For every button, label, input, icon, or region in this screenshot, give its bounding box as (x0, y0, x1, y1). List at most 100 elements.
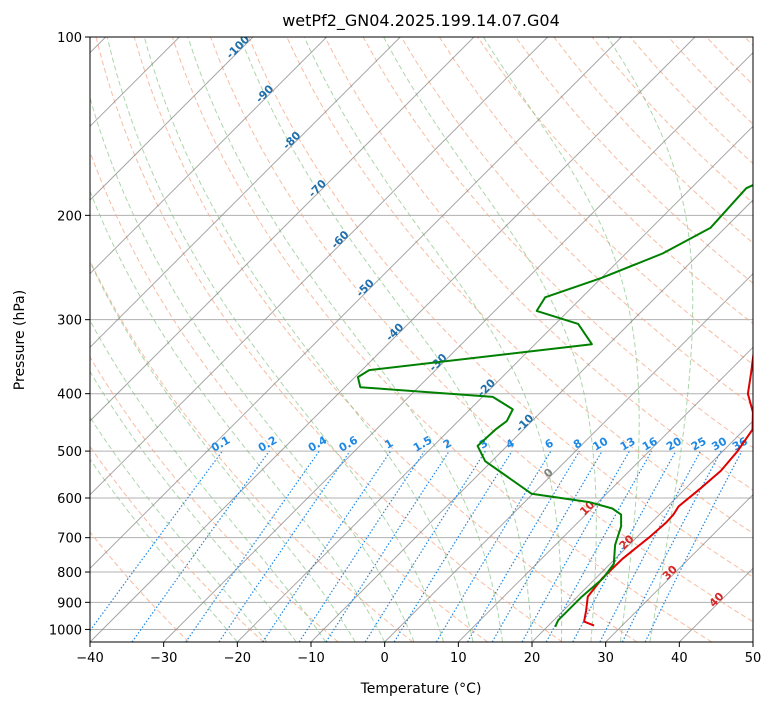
y-axis-ticks: 100 200 300 400 500 600 700 800 900 1000 (49, 31, 90, 638)
dry-adiabat (591, 37, 753, 204)
dry-adiabat (171, 37, 712, 642)
dry-adiabat (515, 37, 753, 284)
x-tick-label: −30 (150, 651, 177, 666)
y-tick-label: 300 (57, 314, 82, 329)
isotherm (90, 37, 328, 275)
chart-title: wetPf2_GN04.2025.199.14.07.G04 (282, 11, 560, 31)
mixing-ratio-line (599, 450, 702, 642)
isotherm (605, 493, 753, 642)
moist-adiabat (143, 37, 474, 642)
y-tick-label: 900 (57, 596, 82, 611)
x-axis-ticks: −40 −30 −20 −10 0 10 20 30 40 50 (76, 642, 761, 666)
mixing-ratio-label: 4 (504, 436, 517, 451)
x-tick-label: 10 (450, 651, 467, 666)
dry-adiabat (95, 37, 563, 642)
mixing-ratio-label: 1 (382, 437, 395, 452)
moist-adiabat (90, 416, 268, 642)
dry-adiabat (133, 37, 638, 642)
y-tick-label: 800 (57, 566, 82, 581)
x-tick-label: 30 (597, 651, 614, 666)
isotherm (531, 420, 753, 642)
dry-adiabats (90, 37, 753, 642)
mixing-ratio-line (90, 450, 223, 632)
isotherm-label: -10 (513, 411, 536, 434)
mixing-ratio-line (298, 450, 425, 642)
dry-adiabat (90, 259, 414, 642)
moist-adiabat (90, 458, 238, 642)
isopleth-labels: 0.1 0.2 0.4 0.6 1 1.5 2 3 4 6 8 10 13 16 20 25 30 36-100-… (209, 37, 750, 610)
isotherm (90, 37, 549, 496)
moist-adiabat (482, 37, 640, 642)
moist-adiabats (90, 37, 694, 642)
x-tick-label: 40 (671, 651, 688, 666)
moist-adiabat (383, 37, 597, 642)
dry-adiabat (362, 37, 753, 449)
isotherm-label: 30 (660, 562, 680, 582)
isotherm (90, 37, 401, 349)
mixing-ratio-line (621, 450, 722, 642)
y-tick-label: 600 (57, 492, 82, 507)
mixing-ratio-line (185, 450, 320, 642)
y-tick-label: 400 (57, 388, 82, 403)
dewpoint-line (356, 183, 753, 628)
mixing-ratio-label: 2 (441, 437, 454, 452)
mixing-ratio-lines (90, 450, 743, 642)
moist-adiabat (239, 37, 533, 642)
moist-adiabat (90, 319, 327, 642)
moist-adiabat (106, 37, 445, 642)
mixing-ratio-line (393, 450, 513, 642)
isotherms (90, 37, 753, 642)
mixing-ratio-line (131, 450, 270, 642)
dry-adiabat (248, 37, 753, 578)
isotherm-label: -60 (328, 228, 351, 251)
isotherm-label: 40 (707, 590, 727, 610)
moist-adiabat (90, 260, 356, 642)
mixing-ratio-line (435, 450, 552, 642)
x-tick-label: −20 (224, 651, 251, 666)
x-tick-label: 20 (524, 651, 541, 666)
isotherm (90, 37, 696, 642)
dry-adiabat (668, 37, 753, 125)
y-tick-label: 1000 (49, 623, 82, 638)
isotherm (752, 641, 753, 642)
isotherm-label: -90 (253, 82, 276, 105)
dry-adiabat (90, 445, 264, 642)
dry-adiabat (90, 150, 488, 642)
mixing-ratio-line (262, 450, 392, 642)
isotherm (457, 346, 753, 642)
mixing-ratio-line (218, 450, 351, 642)
mixing-ratio-label: 6 (543, 436, 556, 451)
plot-frame (89, 36, 754, 643)
isotherm (384, 272, 753, 642)
plot-area: 0.1 0.2 0.4 0.6 1 1.5 2 3 4 6 8 10 13 16 20 25 30 36-100-… (90, 37, 753, 642)
y-axis-label: Pressure (hPa) (12, 290, 28, 390)
pressure-gridlines (90, 37, 753, 630)
dry-adiabat (706, 37, 753, 86)
x-tick-label: −40 (76, 651, 103, 666)
y-tick-label: 200 (57, 209, 82, 224)
isotherm (90, 37, 254, 201)
moist-adiabat (187, 37, 503, 642)
dry-adiabat (438, 37, 753, 366)
mixing-ratio-line (325, 450, 450, 642)
isotherm (90, 37, 622, 570)
isotherm-label: -70 (306, 177, 329, 200)
dry-adiabat (744, 37, 753, 47)
y-tick-label: 100 (57, 31, 82, 46)
moist-adiabat (607, 37, 694, 642)
x-tick-label: −10 (297, 651, 324, 666)
isotherm (236, 125, 753, 642)
y-tick-label: 700 (57, 532, 82, 547)
dry-adiabat (553, 37, 753, 244)
dry-adiabat (210, 37, 753, 623)
mixing-ratio-line (364, 450, 486, 642)
dry-adiabat (90, 531, 190, 642)
y-tick-label: 500 (57, 445, 82, 460)
isotherm (310, 199, 753, 642)
moist-adiabat (303, 37, 563, 642)
dry-adiabat (90, 356, 339, 642)
isotherm (678, 567, 753, 642)
x-tick-label: 0 (381, 651, 389, 666)
moist-adiabat (90, 189, 386, 642)
